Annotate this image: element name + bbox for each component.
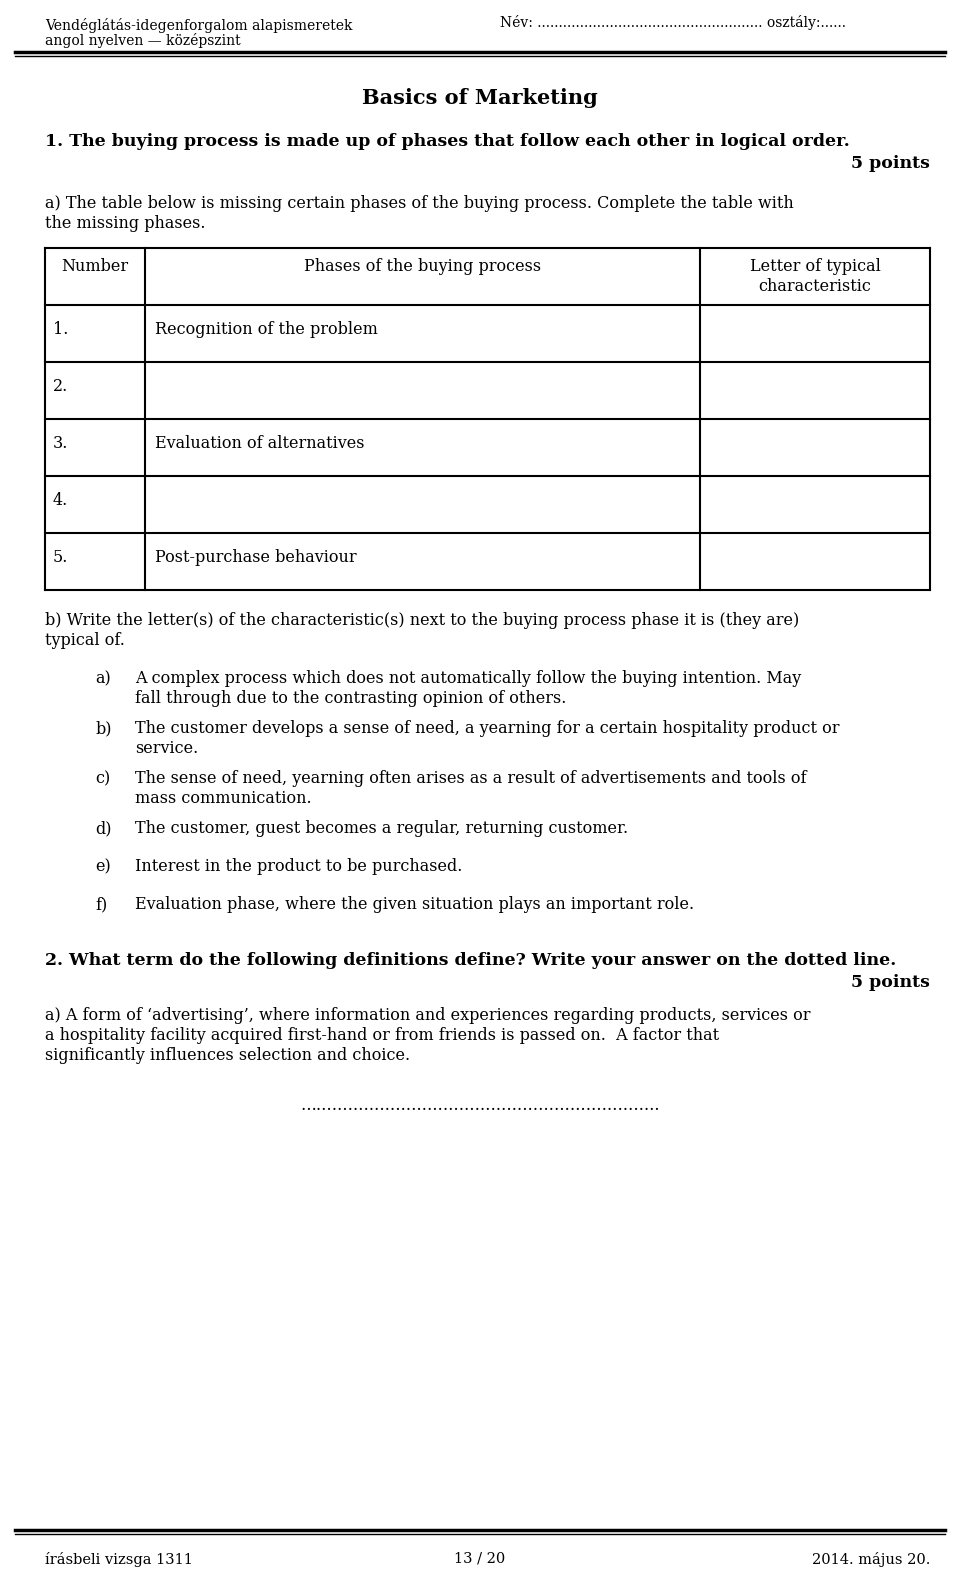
Text: The customer develops a sense of need, a yearning for a certain hospitality prod: The customer develops a sense of need, a…: [135, 720, 839, 737]
Text: a hospitality facility acquired first-hand or from friends is passed on.  A fact: a hospitality facility acquired first-ha…: [45, 1026, 719, 1044]
Text: d): d): [95, 820, 111, 837]
Text: Phases of the buying process: Phases of the buying process: [304, 257, 541, 275]
Text: írásbeli vizsga 1311: írásbeli vizsga 1311: [45, 1552, 193, 1567]
Text: 1. The buying process is made up of phases that follow each other in logical ord: 1. The buying process is made up of phas…: [45, 133, 850, 149]
Text: Evaluation of alternatives: Evaluation of alternatives: [155, 435, 365, 451]
Text: 13 / 20: 13 / 20: [454, 1552, 506, 1567]
Text: b): b): [95, 720, 111, 737]
Text: e): e): [95, 858, 110, 876]
Text: angol nyelven — középszint: angol nyelven — középszint: [45, 33, 241, 48]
Text: Recognition of the problem: Recognition of the problem: [155, 321, 378, 338]
Text: 2. What term do the following definitions define? Write your answer on the dotte: 2. What term do the following definition…: [45, 952, 897, 969]
Text: Number: Number: [61, 257, 129, 275]
Text: 2.: 2.: [53, 378, 68, 396]
Text: b) Write the letter(s) of the characteristic(s) next to the buying process phase: b) Write the letter(s) of the characteri…: [45, 612, 800, 629]
Text: Interest in the product to be purchased.: Interest in the product to be purchased.: [135, 858, 463, 876]
Text: c): c): [95, 771, 110, 787]
Text: 4.: 4.: [53, 493, 68, 508]
Text: the missing phases.: the missing phases.: [45, 215, 205, 232]
Text: Vendéglátás-idegenforgalom alapismeretek: Vendéglátás-idegenforgalom alapismeretek: [45, 17, 352, 33]
Text: service.: service.: [135, 740, 199, 756]
Text: …………………………………………………………..: …………………………………………………………..: [300, 1096, 660, 1114]
Text: 2014. május 20.: 2014. május 20.: [811, 1552, 930, 1567]
Text: Basics of Marketing: Basics of Marketing: [362, 87, 598, 108]
Text: significantly influences selection and choice.: significantly influences selection and c…: [45, 1047, 410, 1065]
Text: Név: ..................................................... osztály:......: Név: ...................................…: [500, 14, 846, 30]
Text: Letter of typical
characteristic: Letter of typical characteristic: [750, 257, 880, 294]
Text: A complex process which does not automatically follow the buying intention. May: A complex process which does not automat…: [135, 671, 802, 686]
Text: fall through due to the contrasting opinion of others.: fall through due to the contrasting opin…: [135, 690, 566, 707]
Text: The customer, guest becomes a regular, returning customer.: The customer, guest becomes a regular, r…: [135, 820, 628, 837]
Text: a) A form of ‘advertising’, where information and experiences regarding products: a) A form of ‘advertising’, where inform…: [45, 1007, 810, 1023]
Text: 3.: 3.: [53, 435, 68, 451]
Text: a): a): [95, 671, 110, 686]
Text: typical of.: typical of.: [45, 632, 125, 648]
Text: f): f): [95, 896, 108, 914]
Text: mass communication.: mass communication.: [135, 790, 312, 807]
Text: a) The table below is missing certain phases of the buying process. Complete the: a) The table below is missing certain ph…: [45, 195, 794, 211]
Text: 5.: 5.: [53, 550, 68, 566]
Text: Evaluation phase, where the given situation plays an important role.: Evaluation phase, where the given situat…: [135, 896, 694, 914]
Text: Post-purchase behaviour: Post-purchase behaviour: [155, 550, 356, 566]
Text: The sense of need, yearning often arises as a result of advertisements and tools: The sense of need, yearning often arises…: [135, 771, 806, 787]
Text: 5 points: 5 points: [852, 156, 930, 172]
Text: 5 points: 5 points: [852, 974, 930, 992]
Text: 1.: 1.: [53, 321, 68, 338]
